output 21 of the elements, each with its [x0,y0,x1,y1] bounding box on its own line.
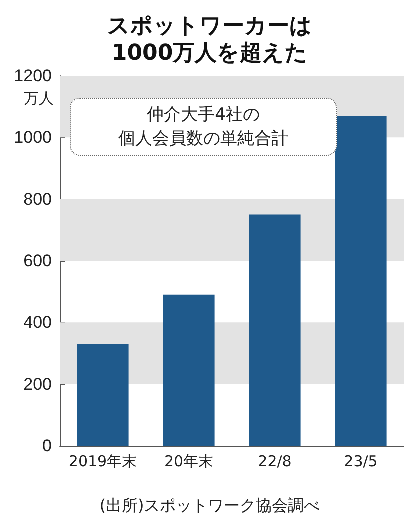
y-axis-title: 万人 [24,90,54,108]
y-tick-label: 800 [24,190,52,209]
annotation: 個人会員数の単純合計 [118,128,290,151]
chart-title: スポットワーカーは 1000万人を超えた [108,14,312,66]
bar [249,214,301,446]
y-tick-label: 400 [24,313,52,332]
y-tick-label: 0 [42,436,52,456]
x-tick-label: 2019年末 [68,452,138,470]
y-tick-label: 600 [24,252,52,270]
text: (出所)スポットワーク協会調べ [98,496,322,517]
bar [163,294,215,446]
note-box: 仲介大手4社の 個人会員数の単純合計 [70,98,337,156]
x-tick-label: 23/5 [344,452,378,470]
bar [77,344,129,446]
annotation: 仲介大手4社の [146,104,261,127]
x-tick-label: 20年末 [164,452,214,470]
y-tick-label: 1200 [14,66,52,86]
y-tick-label: 200 [24,374,52,394]
y-tick-label: 1000 [14,128,52,148]
x-tick-label: 22/8 [258,452,292,470]
bar [335,116,387,446]
